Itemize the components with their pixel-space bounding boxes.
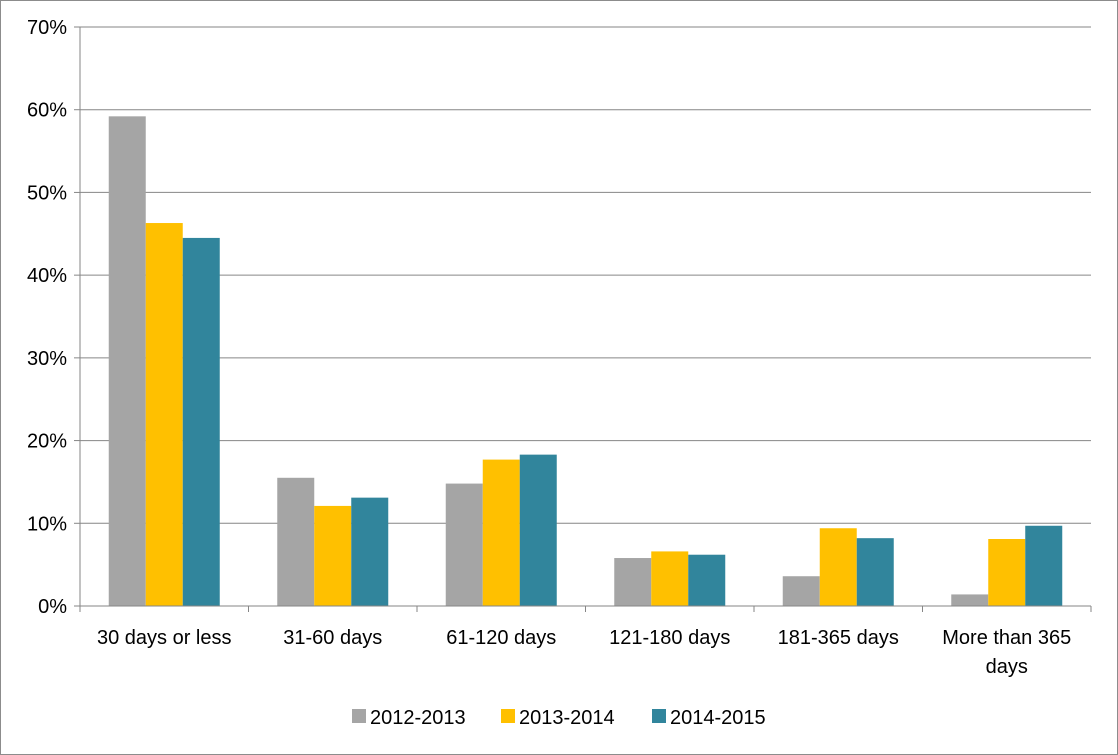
bar-2012-2013-2: [445, 483, 483, 606]
bar-2014-2015-1: [351, 497, 389, 606]
bar-2014-2015-3: [688, 554, 726, 606]
bar-2013-2014-3: [651, 551, 689, 606]
bar-2013-2014-4: [819, 528, 857, 606]
legend-swatch: [501, 709, 515, 723]
y-tick-label: 20%: [27, 431, 67, 453]
gridlines: [80, 26, 1091, 524]
legend-label: 2013-2014: [519, 707, 615, 729]
y-tick-label: 0%: [38, 596, 67, 618]
bar-2012-2013-3: [614, 558, 652, 606]
x-tick-label: days: [986, 656, 1028, 678]
legend-label: 2014-2015: [670, 707, 766, 729]
bar-2014-2015-5: [1025, 525, 1063, 606]
bar-2012-2013-1: [277, 477, 315, 606]
bar-2013-2014-5: [988, 539, 1026, 606]
y-tick-label: 70%: [27, 17, 67, 39]
y-tick-label: 50%: [27, 182, 67, 204]
y-tick-label: 30%: [27, 348, 67, 370]
x-tick-label: More than 365: [942, 627, 1071, 649]
x-tick-label: 30 days or less: [97, 627, 232, 649]
x-tick-label: 61-120 days: [446, 627, 556, 649]
bar-2012-2013-0: [108, 116, 146, 607]
bars: [108, 116, 1063, 607]
legend: 2012-2013 2013-2014 2014-2015: [352, 707, 766, 729]
bar-2014-2015-0: [182, 237, 220, 606]
bar-2012-2013-4: [782, 576, 820, 606]
bar-2013-2014-1: [314, 505, 352, 606]
x-tick-label: 181-365 days: [778, 627, 899, 649]
legend-label: 2012-2013: [370, 707, 466, 729]
bar-2013-2014-2: [482, 459, 520, 606]
y-tick-label: 60%: [27, 100, 67, 122]
legend-swatch: [352, 709, 366, 723]
bar-2014-2015-2: [519, 454, 557, 606]
bar-2012-2013-5: [951, 594, 989, 606]
y-axis: 0% 10% 20% 30% 40% 50% 60% 70%: [27, 17, 81, 618]
x-axis: 30 days or less 31-60 days 61-120 days 121-…: [79, 605, 1092, 678]
bar-2013-2014-0: [145, 223, 183, 607]
bar-2014-2015-4: [856, 538, 894, 606]
legend-swatch: [652, 709, 666, 723]
x-tick-label: 31-60 days: [283, 627, 382, 649]
y-tick-label: 10%: [27, 513, 67, 535]
x-tick-label: 121-180 days: [609, 627, 730, 649]
y-tick-label: 40%: [27, 265, 67, 287]
